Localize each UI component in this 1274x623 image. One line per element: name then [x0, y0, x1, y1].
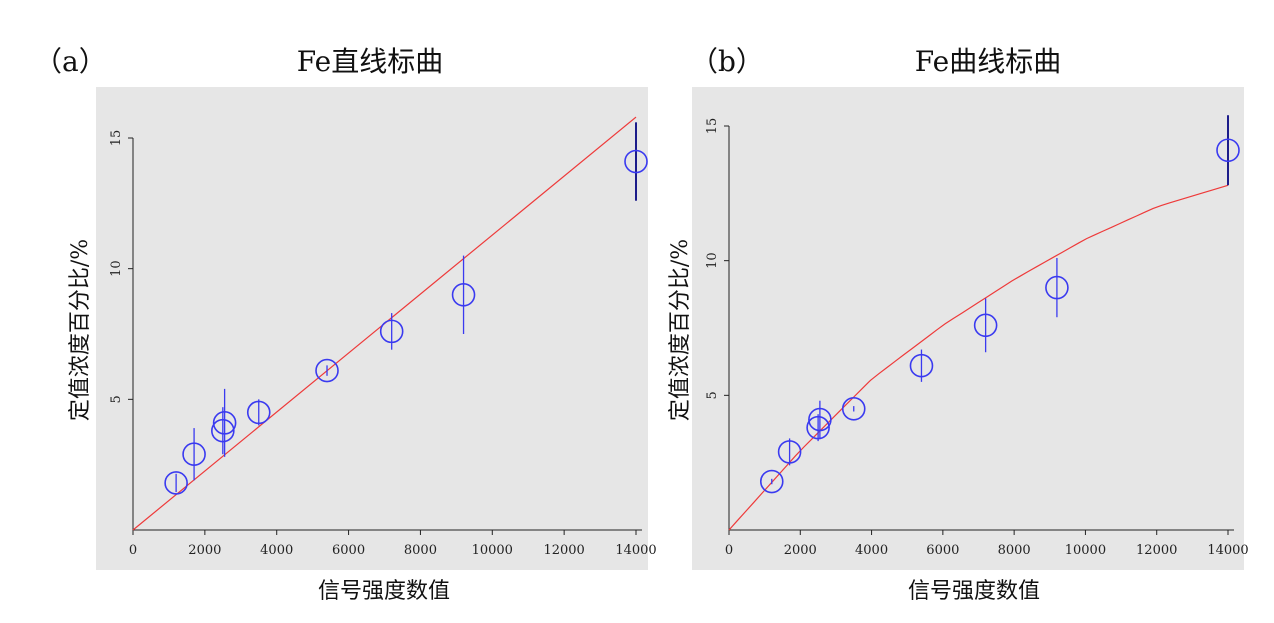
x-tick-label: 6000	[926, 543, 959, 558]
x-tick-label: 4000	[855, 543, 888, 558]
data-point	[315, 358, 339, 383]
x-tick-label: 14000	[1207, 543, 1248, 558]
x-tick-label: 8000	[404, 543, 437, 558]
fit-line	[728, 184, 1229, 531]
axes-b: 0 2000 4000 6000 8000 10000 12000 14000 5 10 15	[705, 118, 1249, 558]
x-tick-label: 2000	[784, 543, 817, 558]
panel-label-b: （b）	[690, 45, 764, 78]
data-point	[777, 440, 802, 464]
data-point	[806, 415, 830, 440]
axes-a: 0 2000 4000 6000 8000 10000 12000 14000 5 10 15	[109, 130, 657, 558]
chart-title-a: Fe直线标曲	[297, 45, 443, 78]
data-point	[211, 418, 235, 443]
plot-area-a	[96, 87, 648, 570]
x-tick-label: 4000	[260, 543, 293, 558]
x-tick-label: 10000	[1065, 543, 1106, 558]
x-tick-label: 8000	[998, 543, 1031, 558]
x-tick-label: 2000	[188, 543, 221, 558]
y-tick-label: 10	[109, 260, 124, 277]
data-point	[212, 411, 237, 435]
data-point	[246, 400, 271, 425]
chart-panel-a: （a） Fe直线标曲 信号强度数值 定值浓度百分比/% 0 2000 4000 600…	[34, 45, 657, 604]
x-tick-label: 6000	[332, 543, 365, 558]
y-tick-label: 5	[705, 391, 720, 399]
y-tick-label: 15	[705, 118, 720, 135]
data-point	[451, 282, 476, 307]
marks-a	[132, 116, 648, 531]
plot-area-b	[692, 87, 1244, 570]
data-point	[808, 407, 832, 432]
data-point	[1216, 138, 1240, 163]
x-tick-label: 14000	[615, 543, 656, 558]
chart-panel-b: （b） Fe曲线标曲 信号强度数值 定值浓度百分比/% 0 2000 4000 600…	[668, 45, 1249, 604]
data-point	[1045, 275, 1069, 300]
data-point	[182, 442, 206, 467]
data-point	[379, 319, 404, 344]
x-tick-label: 10000	[472, 543, 513, 558]
y-axis-title-b: 定值浓度百分比/%	[668, 239, 693, 421]
x-tick-label: 0	[725, 543, 733, 558]
data-point	[624, 149, 648, 174]
x-axis-title-a: 信号强度数值	[318, 579, 450, 604]
data-point	[973, 313, 998, 338]
data-point	[909, 353, 934, 378]
y-axis-title-a: 定值浓度百分比/%	[68, 239, 93, 421]
x-axis-title-b: 信号强度数值	[908, 579, 1040, 604]
data-point	[759, 469, 784, 494]
x-tick-label: 0	[129, 543, 137, 558]
x-tick-label: 12000	[1136, 543, 1177, 558]
panel-label-a: （a）	[34, 45, 107, 78]
marks-b	[728, 115, 1240, 531]
y-tick-label: 10	[705, 252, 720, 269]
y-tick-label: 15	[109, 130, 124, 147]
y-tick-label: 5	[109, 395, 124, 403]
x-tick-label: 12000	[543, 543, 584, 558]
chart-title-b: Fe曲线标曲	[915, 45, 1061, 78]
data-point	[841, 396, 866, 421]
data-point	[164, 471, 188, 495]
